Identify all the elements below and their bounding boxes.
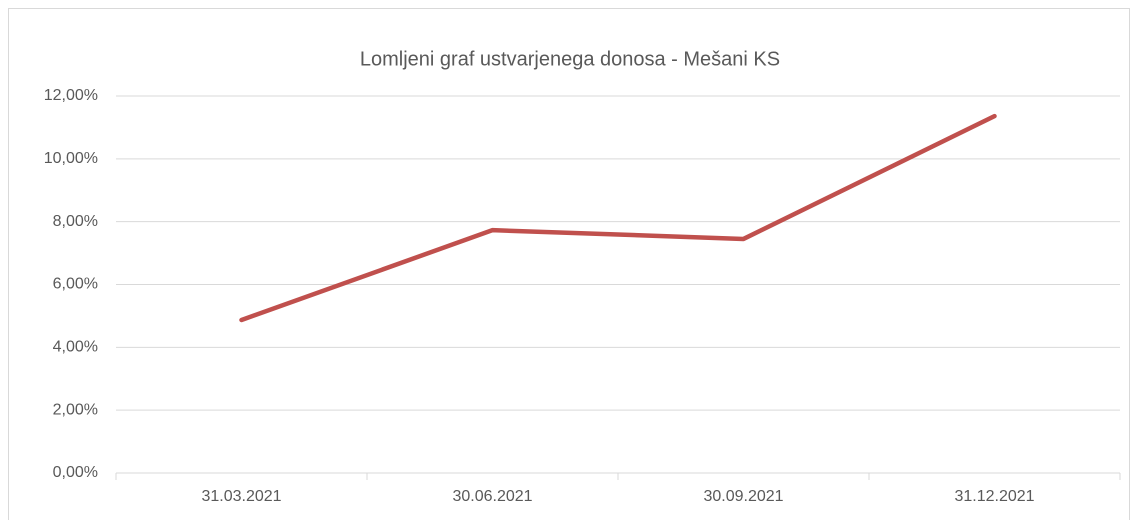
y-tick-label: 10,00% (44, 150, 98, 167)
chart-border (8, 8, 1130, 520)
x-tick-label: 31.12.2021 (954, 488, 1034, 505)
y-tick-label: 4,00% (53, 339, 98, 356)
x-tick-label: 30.06.2021 (452, 488, 532, 505)
x-tick-label: 30.09.2021 (703, 488, 783, 505)
y-tick-label: 0,00% (53, 464, 98, 481)
line-series (239, 113, 997, 323)
y-tick-label: 2,00% (53, 401, 98, 418)
y-tick-label: 8,00% (53, 213, 98, 230)
x-tick-label: 31.03.2021 (201, 488, 281, 505)
y-tick-label: 12,00% (44, 87, 98, 104)
chart-title: Lomljeni graf ustvarjenega donosa - Meša… (360, 48, 780, 70)
y-tick-label: 6,00% (53, 276, 98, 293)
